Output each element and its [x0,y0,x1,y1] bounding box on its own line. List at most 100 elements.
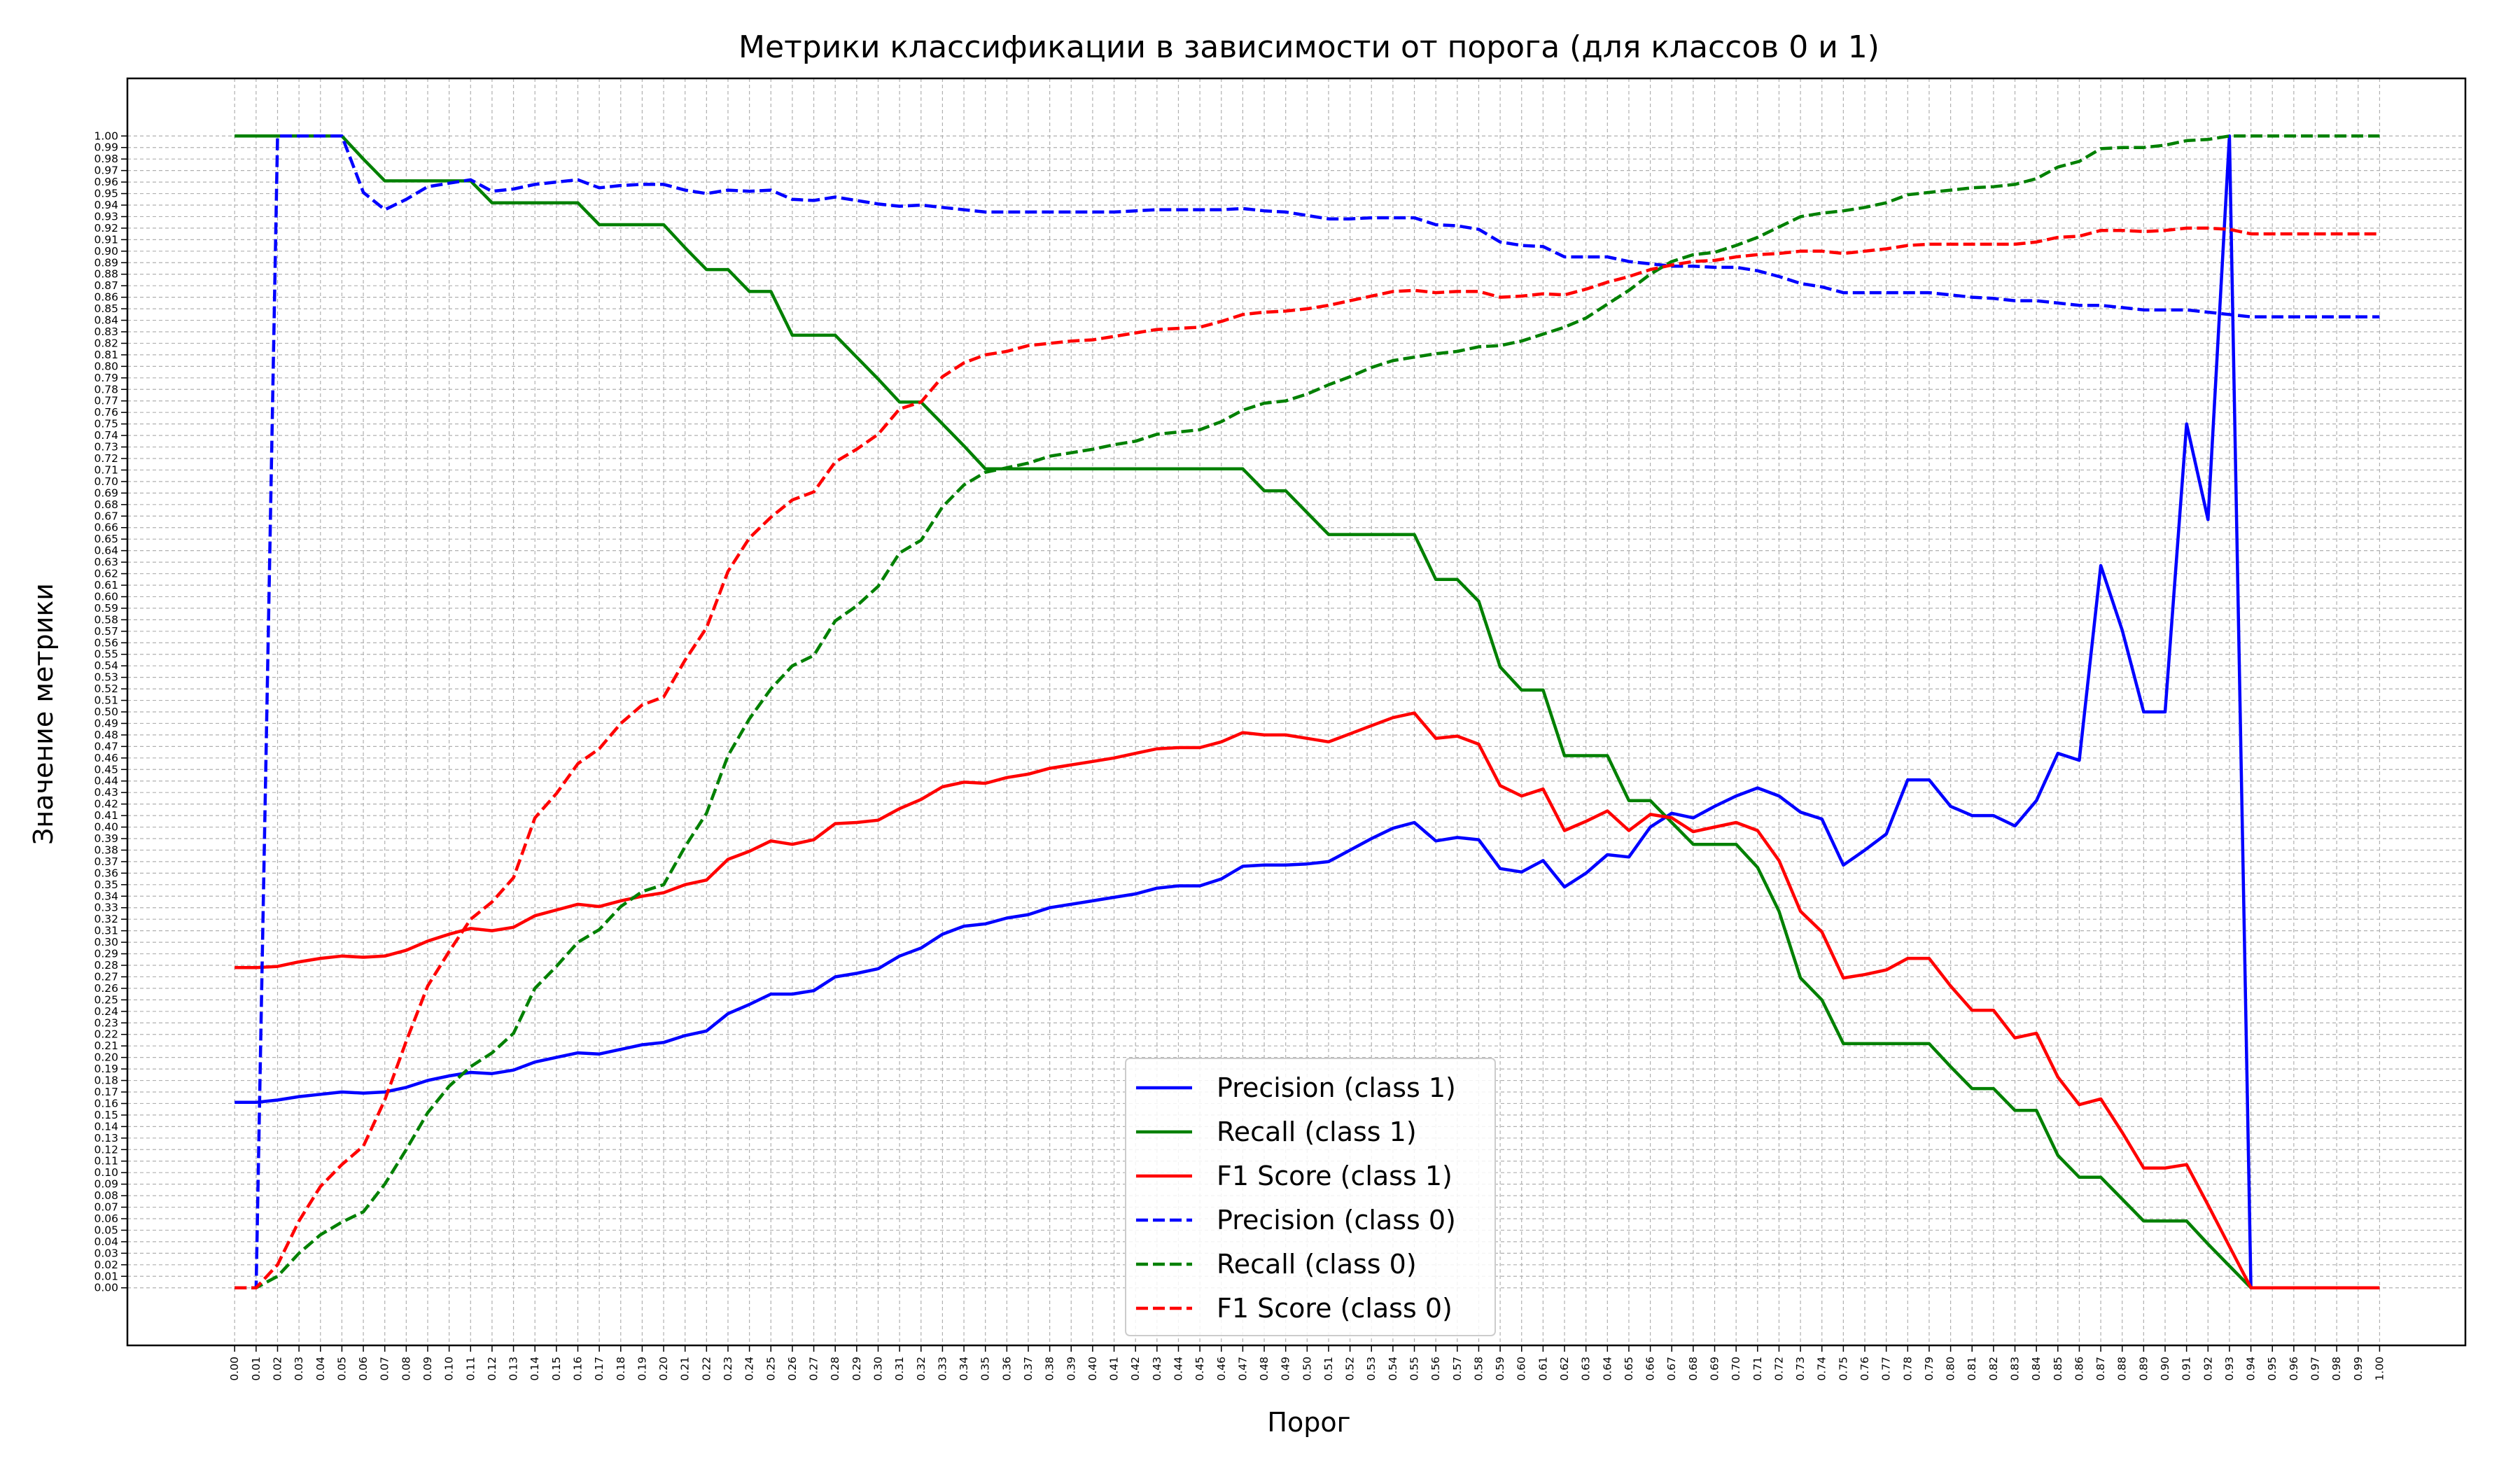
y-tick-label: 0.09 [94,1178,118,1191]
y-tick-label: 0.21 [94,1040,118,1052]
x-tick-label: 0.74 [1816,1357,1828,1381]
x-tick-label: 0.64 [1601,1357,1614,1381]
y-tick-label: 0.65 [94,533,118,545]
x-tick-label: 0.12 [486,1357,498,1381]
x-tick-label: 0.53 [1365,1357,1378,1381]
x-tick-label: 0.30 [872,1357,884,1381]
y-tick-label: 0.69 [94,486,118,499]
y-tick-label: 0.47 [94,740,118,752]
x-tick-label: 0.56 [1429,1357,1442,1381]
y-tick-label: 0.46 [94,752,118,764]
y-tick-label: 0.64 [94,545,118,557]
x-tick-label: 0.15 [550,1357,563,1381]
y-axis-label: Значение метрики [28,583,59,845]
y-tick-label: 0.10 [94,1166,118,1179]
y-tick-label: 0.63 [94,556,118,568]
x-tick-label: 0.95 [2266,1357,2278,1381]
y-tick-label: 0.44 [94,775,118,788]
x-tick-label: 0.05 [335,1357,348,1381]
legend-label: Recall (class 1) [1217,1116,1417,1147]
y-tick-label: 0.58 [94,613,118,626]
y-tick-label: 0.23 [94,1016,118,1029]
x-tick-label: 0.81 [1966,1357,1978,1381]
y-tick-label: 0.55 [94,648,118,661]
y-tick-label: 0.45 [94,763,118,776]
y-tick-label: 0.48 [94,729,118,741]
y-axis: 0.000.010.020.030.040.050.060.070.080.09… [94,130,127,1294]
x-tick-label: 0.72 [1772,1357,1785,1381]
y-tick-label: 0.17 [94,1086,118,1098]
y-tick-label: 0.30 [94,936,118,948]
x-tick-label: 0.25 [764,1357,777,1381]
x-tick-label: 0.67 [1665,1357,1678,1381]
y-tick-label: 0.41 [94,809,118,822]
x-tick-label: 0.96 [2288,1357,2300,1381]
x-tick-label: 0.36 [1000,1357,1013,1381]
y-tick-label: 0.07 [94,1201,118,1214]
x-tick-label: 0.41 [1108,1357,1121,1381]
y-tick-label: 0.24 [94,1005,118,1018]
x-tick-label: 0.70 [1730,1357,1742,1381]
y-tick-label: 0.51 [94,694,118,707]
x-tick-label: 0.77 [1880,1357,1893,1381]
y-tick-label: 0.03 [94,1247,118,1259]
y-tick-label: 0.31 [94,925,118,937]
x-tick-label: 0.91 [2180,1357,2193,1381]
x-tick-label: 0.88 [2116,1357,2129,1381]
y-tick-label: 0.98 [94,153,118,165]
x-tick-label: 0.23 [722,1357,734,1381]
y-tick-label: 0.37 [94,855,118,868]
y-tick-label: 0.40 [94,821,118,834]
x-tick-label: 0.50 [1301,1357,1313,1381]
x-tick-label: 0.38 [1044,1357,1056,1381]
y-tick-label: 0.38 [94,844,118,856]
y-tick-label: 0.81 [94,349,118,361]
x-tick-label: 0.13 [507,1357,520,1381]
y-tick-label: 0.75 [94,418,118,430]
y-tick-label: 0.27 [94,970,118,983]
x-tick-label: 0.78 [1901,1357,1914,1381]
y-tick-label: 0.54 [94,659,118,672]
x-tick-label: 0.55 [1408,1357,1421,1381]
x-tick-label: 0.16 [571,1357,584,1381]
y-tick-label: 0.12 [94,1143,118,1156]
x-tick-label: 0.08 [400,1357,412,1381]
y-tick-label: 0.26 [94,982,118,995]
y-tick-label: 0.95 [94,188,118,200]
y-tick-label: 0.16 [94,1097,118,1110]
x-tick-label: 0.22 [700,1357,713,1381]
y-tick-label: 0.91 [94,233,118,246]
y-tick-label: 0.72 [94,452,118,465]
y-tick-label: 0.88 [94,268,118,281]
y-tick-label: 0.90 [94,245,118,258]
x-tick-label: 0.66 [1644,1357,1657,1381]
y-tick-label: 0.22 [94,1028,118,1041]
y-tick-label: 0.18 [94,1074,118,1087]
x-tick-label: 0.49 [1280,1357,1292,1381]
y-tick-label: 0.34 [94,890,118,902]
y-tick-label: 0.60 [94,590,118,603]
y-tick-label: 0.86 [94,291,118,304]
y-tick-label: 0.53 [94,671,118,684]
series-line-6 [234,226,2380,1289]
x-tick-label: 0.84 [2030,1357,2043,1381]
y-tick-label: 0.15 [94,1109,118,1121]
x-tick-label: 0.03 [293,1357,305,1381]
x-tick-label: 0.02 [271,1357,284,1381]
y-tick-label: 0.14 [94,1120,118,1133]
x-tick-label: 0.17 [593,1357,606,1381]
x-tick-label: 0.92 [2202,1357,2214,1381]
y-tick-label: 0.06 [94,1212,118,1225]
y-tick-label: 0.57 [94,625,118,638]
y-tick-label: 0.80 [94,360,118,372]
x-tick-label: 0.47 [1236,1357,1249,1381]
y-tick-label: 1.00 [94,130,118,142]
chart-title: Метрики классификации в зависимости от п… [738,29,1879,65]
series-line-3 [234,711,2380,1289]
y-tick-label: 0.59 [94,602,118,615]
legend-label: F1 Score (class 1) [1217,1161,1452,1191]
y-tick-label: 0.82 [94,337,118,349]
x-tick-label: 0.52 [1344,1357,1357,1381]
x-tick-label: 0.58 [1472,1357,1485,1381]
